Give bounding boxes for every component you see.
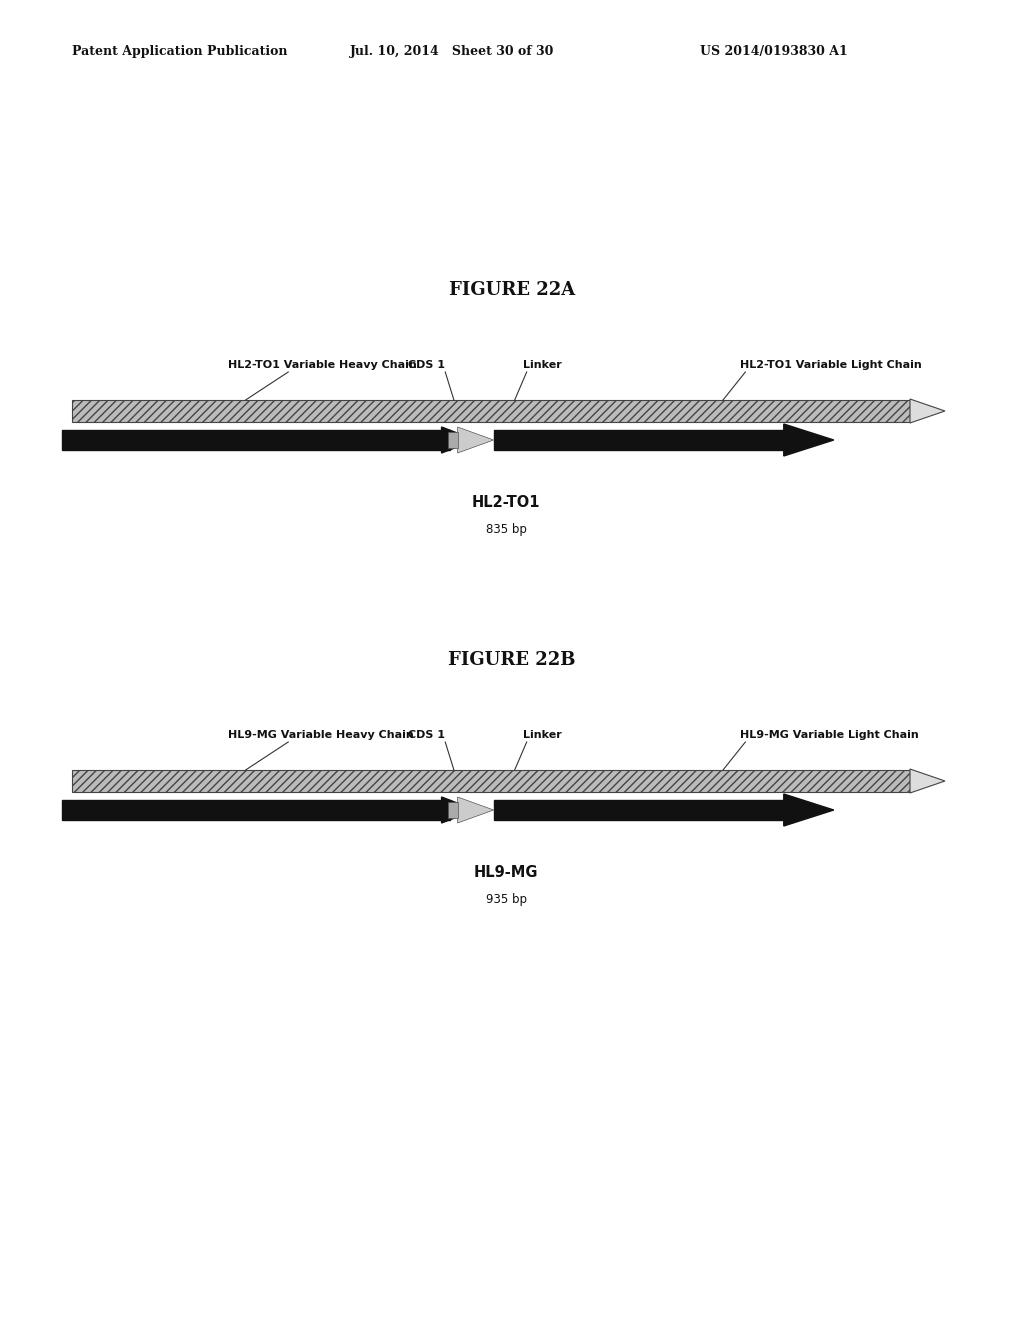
Text: US 2014/0193830 A1: US 2014/0193830 A1 — [700, 45, 848, 58]
Polygon shape — [783, 795, 834, 826]
Text: CDS 1: CDS 1 — [409, 360, 445, 370]
Text: Linker: Linker — [522, 730, 561, 741]
Text: FIGURE 22B: FIGURE 22B — [449, 651, 575, 669]
Text: HL2-TO1 Variable Light Chain: HL2-TO1 Variable Light Chain — [740, 360, 922, 370]
Text: 835 bp: 835 bp — [485, 523, 526, 536]
Text: HL2-TO1 Variable Heavy Chain: HL2-TO1 Variable Heavy Chain — [228, 360, 417, 370]
Polygon shape — [447, 432, 458, 447]
Bar — [72, 770, 910, 792]
Polygon shape — [441, 797, 475, 822]
Polygon shape — [458, 797, 494, 822]
Text: HL9-MG: HL9-MG — [474, 865, 539, 880]
Text: FIGURE 22A: FIGURE 22A — [449, 281, 575, 300]
Polygon shape — [494, 800, 783, 820]
Polygon shape — [783, 424, 834, 455]
Text: HL2-TO1: HL2-TO1 — [472, 495, 541, 510]
Bar — [72, 400, 910, 422]
Text: Linker: Linker — [522, 360, 561, 370]
Polygon shape — [62, 430, 450, 450]
Polygon shape — [494, 430, 783, 450]
Text: Patent Application Publication: Patent Application Publication — [72, 45, 288, 58]
Text: HL9-MG Variable Light Chain: HL9-MG Variable Light Chain — [740, 730, 920, 741]
Text: HL9-MG Variable Heavy Chain: HL9-MG Variable Heavy Chain — [228, 730, 414, 741]
Text: Jul. 10, 2014   Sheet 30 of 30: Jul. 10, 2014 Sheet 30 of 30 — [350, 45, 554, 58]
Polygon shape — [910, 770, 945, 793]
Polygon shape — [910, 399, 945, 422]
Polygon shape — [447, 803, 458, 818]
Polygon shape — [62, 800, 450, 820]
Polygon shape — [458, 426, 494, 453]
Polygon shape — [441, 426, 475, 453]
Text: CDS 1: CDS 1 — [409, 730, 445, 741]
Text: 935 bp: 935 bp — [485, 894, 526, 906]
